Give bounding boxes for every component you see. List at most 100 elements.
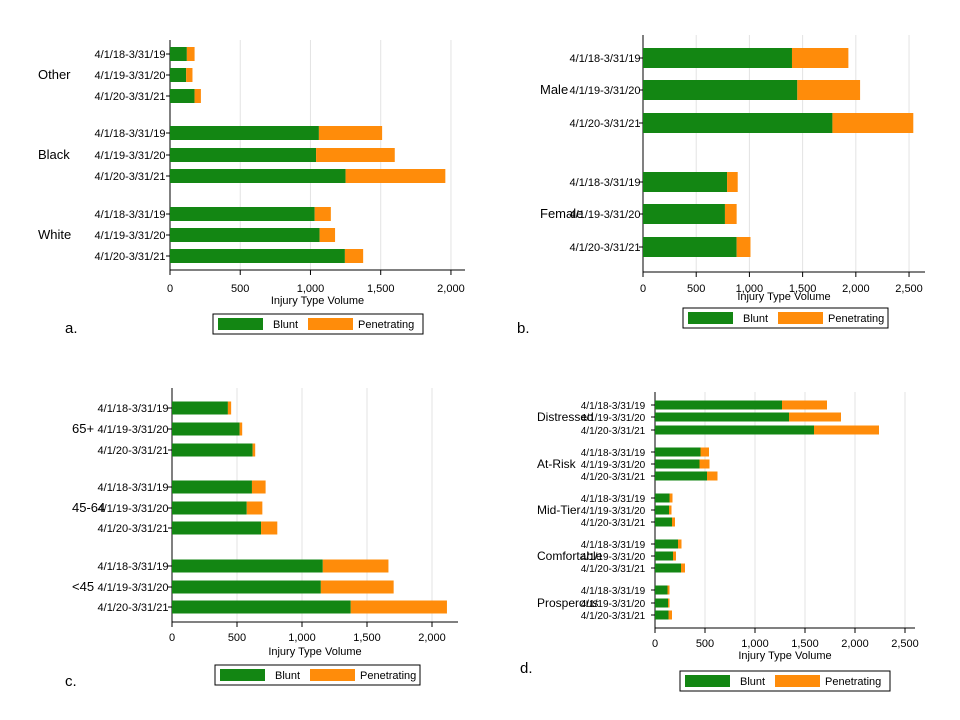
x-axis-title: Injury Type Volume <box>268 646 361 658</box>
group-label: Comfortable <box>537 549 603 563</box>
bar-blunt <box>643 80 798 100</box>
category-label: 4/1/20-3/31/21 <box>98 523 169 535</box>
legend-label-penetrating: Penetrating <box>360 670 416 682</box>
bar-penetrating <box>669 493 673 503</box>
x-tick-label: 0 <box>652 638 658 650</box>
bar-blunt <box>655 598 668 608</box>
category-label: 4/1/18-3/31/19 <box>95 128 166 140</box>
legend-label-penetrating: Penetrating <box>825 676 881 688</box>
group-label: Female <box>540 206 583 221</box>
bar-penetrating <box>246 501 263 515</box>
bar-penetrating <box>700 447 709 457</box>
bar-penetrating <box>797 80 861 100</box>
bar-blunt <box>170 68 187 82</box>
x-tick-label: 0 <box>640 283 646 295</box>
legend-label-blunt: Blunt <box>743 313 768 325</box>
x-tick-label: 2,000 <box>437 283 465 295</box>
chart-a: 0 500 1,000 1,500 2,000 Injury Type Volume Oth… <box>38 40 465 337</box>
x-axis-title: Injury Type Volume <box>271 295 364 307</box>
bar-penetrating <box>316 148 395 162</box>
category-label: 4/1/19-3/31/20 <box>581 460 646 471</box>
category-label: 4/1/20-3/31/21 <box>581 426 646 437</box>
bar-penetrating <box>678 539 682 549</box>
group-label: Distressed <box>537 410 594 424</box>
category-label: 4/1/20-3/31/21 <box>570 118 641 130</box>
category-label: 4/1/18-3/31/19 <box>570 53 641 65</box>
category-label: 4/1/20-3/31/21 <box>581 611 646 622</box>
category-label: 4/1/18-3/31/19 <box>98 482 169 494</box>
x-tick-label: 1,500 <box>367 283 395 295</box>
bar-penetrating <box>673 551 676 561</box>
chart-c: 0 500 1,000 1,500 2,000 Injury Type Volume 65+… <box>65 388 458 690</box>
group-label: White <box>38 227 71 242</box>
bar-blunt <box>172 501 247 515</box>
x-tick-label: 0 <box>167 283 173 295</box>
bar-blunt <box>170 249 345 263</box>
legend-label-blunt: Blunt <box>273 319 298 331</box>
category-label: 4/1/20-3/31/21 <box>581 564 646 575</box>
bar-blunt <box>643 48 792 68</box>
bar-penetrating <box>314 207 331 221</box>
bar-penetrating <box>681 563 685 573</box>
x-tick-label: 1,000 <box>741 638 769 650</box>
bar-blunt <box>655 459 700 469</box>
bar-penetrating <box>252 443 256 457</box>
bar-blunt <box>172 480 252 494</box>
bar-blunt <box>170 169 346 183</box>
x-tick-label: 1,500 <box>789 283 817 295</box>
category-label: 4/1/18-3/31/19 <box>581 540 646 551</box>
x-tick-label: 500 <box>231 283 249 295</box>
legend: Blunt Penetrating <box>214 664 421 686</box>
bar-penetrating <box>782 400 827 410</box>
bar-blunt <box>172 600 351 614</box>
panel-label: a. <box>65 320 78 337</box>
group-label: Mid-Tier <box>537 503 581 517</box>
bar-blunt <box>170 47 187 61</box>
category-label: 4/1/19-3/31/20 <box>98 582 169 594</box>
category-label: 4/1/20-3/31/21 <box>95 251 166 263</box>
x-tick-label: 500 <box>687 283 705 295</box>
x-tick-label: 2,500 <box>891 638 919 650</box>
bar-blunt <box>643 113 833 133</box>
category-label: 4/1/18-3/31/19 <box>581 401 646 412</box>
x-tick-label: 1,500 <box>791 638 819 650</box>
bar-penetrating <box>227 401 232 415</box>
bar-blunt <box>643 204 725 224</box>
bar-blunt <box>655 493 670 503</box>
legend-label-blunt: Blunt <box>740 676 765 688</box>
category-label: 4/1/20-3/31/21 <box>95 91 166 103</box>
group-label: Male <box>540 82 568 97</box>
bar-blunt <box>655 400 782 410</box>
group-label: At-Risk <box>537 457 577 471</box>
category-label: 4/1/20-3/31/21 <box>98 602 169 614</box>
bar-blunt <box>655 425 814 435</box>
bar-penetrating <box>668 610 672 620</box>
chart-d: 0 500 1,000 1,500 2,000 2,500 Injury Type Volu… <box>520 392 919 692</box>
bar-penetrating <box>350 600 447 614</box>
bar-blunt <box>170 207 315 221</box>
category-label: 4/1/19-3/31/20 <box>581 599 646 610</box>
bar-blunt <box>643 237 737 257</box>
bar-blunt <box>172 521 262 535</box>
category-label: 4/1/20-3/31/21 <box>95 171 166 183</box>
x-tick-label: 1,500 <box>353 632 381 644</box>
category-label: 4/1/20-3/31/21 <box>581 472 646 483</box>
group-label: Prosperous <box>537 596 598 610</box>
category-label: 4/1/18-3/31/19 <box>581 494 646 505</box>
bar-penetrating <box>699 459 710 469</box>
x-tick-label: 0 <box>169 632 175 644</box>
x-axis-title: Injury Type Volume <box>738 650 831 662</box>
category-label: 4/1/18-3/31/19 <box>98 561 169 573</box>
category-label: 4/1/19-3/31/20 <box>581 506 646 517</box>
legend: Blunt Penetrating <box>679 670 891 692</box>
category-label: 4/1/19-3/31/20 <box>98 424 169 436</box>
category-label: 4/1/18-3/31/19 <box>581 586 646 597</box>
category-label: 4/1/18-3/31/19 <box>570 177 641 189</box>
bar-blunt <box>655 610 669 620</box>
category-label: 4/1/20-3/31/21 <box>570 242 641 254</box>
legend-swatch-blunt <box>688 312 733 324</box>
legend-swatch-penetrating <box>775 675 820 687</box>
bar-penetrating <box>318 126 383 140</box>
x-tick-label: 1,000 <box>288 632 316 644</box>
legend-swatch-blunt <box>218 318 263 330</box>
